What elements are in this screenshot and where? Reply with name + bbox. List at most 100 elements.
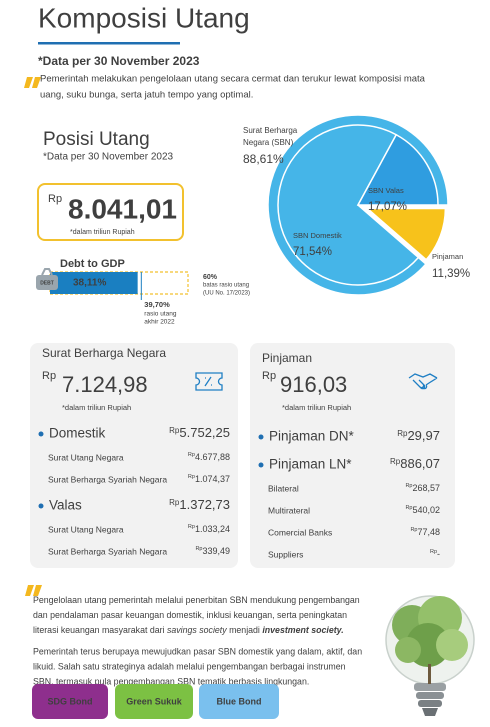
amount: 1.372,73: [179, 497, 230, 512]
paragraph-line: Pemerintah terus berupaya mewujudkan pas…: [33, 646, 362, 656]
text-run: Pengelolaan utang pemerintah melalui pen…: [33, 595, 360, 605]
quote-mark: [24, 77, 41, 88]
amount: 268,57: [412, 483, 440, 493]
slice-value: 17,07%: [368, 201, 407, 213]
slice-value: 11,39%: [432, 268, 470, 280]
previous-label: 39,70%: [144, 300, 170, 309]
item-name: Suppliers: [268, 549, 303, 559]
debt-icon-handle: [41, 268, 53, 276]
item-amount: Rp339,49: [195, 546, 230, 556]
item-amount: Rp540,02: [405, 505, 440, 515]
unit-note: *dalam triliun Rupiah: [70, 229, 135, 236]
group-amount: Rp29,97: [397, 428, 440, 443]
currency: Rp: [390, 457, 401, 466]
item-amount: Rp1.074,37: [188, 474, 230, 484]
debt-icon-text: DEBT: [40, 280, 54, 286]
amount: 1.033,24: [195, 524, 230, 534]
item-name: Bilateral: [268, 483, 299, 493]
text-run: dan pendalaman pasar keuangan domestik, …: [33, 610, 347, 620]
text-run: literasi keuangan masyarakat dari: [33, 625, 167, 635]
currency: Rp: [262, 370, 276, 382]
sbn-card: [30, 343, 238, 568]
currency: Rp: [405, 483, 412, 489]
ratio-bar: [50, 272, 138, 294]
item-name: Multirateral: [268, 505, 310, 515]
group-name: Pinjaman LN*: [269, 457, 352, 472]
card-title: Pinjaman: [262, 351, 312, 365]
amount: 339,49: [202, 546, 230, 556]
sbn-value: 88,61%: [243, 152, 284, 166]
tag-label: Green Sukuk: [126, 696, 183, 706]
card-amount: 916,03: [280, 372, 347, 397]
position-title: Posisi Utang: [43, 129, 150, 150]
tag-button[interactable]: [115, 684, 193, 719]
item-name: Comercial Banks: [268, 527, 332, 537]
slice-value: 71,54%: [293, 246, 332, 258]
bullet: [258, 434, 264, 440]
currency: Rp: [405, 505, 412, 511]
tag-label: Blue Bond: [217, 696, 262, 706]
amount: 886,07: [400, 456, 440, 471]
date-note: *Data per 30 November 2023: [38, 54, 200, 68]
ticket-icon: [195, 372, 223, 391]
bullet: [38, 431, 44, 437]
pie-slice: [277, 124, 420, 286]
pie-slice: [356, 133, 439, 206]
text-run: investment society.: [262, 625, 343, 635]
item-name: Surat Utang Negara: [48, 452, 124, 462]
slice-name: SBN Domestik: [293, 231, 342, 240]
slice-name: SBN Valas: [368, 186, 404, 195]
unit-note: *dalam triliun Rupiah: [62, 403, 131, 412]
currency: Rp: [188, 474, 195, 480]
limit-note: batas rasio utang: [203, 283, 249, 289]
currency: Rp: [397, 429, 408, 438]
group-name: Valas: [49, 498, 82, 513]
currency: Rp: [48, 193, 62, 205]
sbn-name: Negara (SBN): [243, 138, 294, 147]
title: Komposisi Utang: [38, 2, 250, 33]
bullet: [258, 462, 264, 468]
currency: Rp: [169, 498, 180, 507]
tag-button[interactable]: [199, 684, 279, 719]
item-amount: Rp268,57: [405, 483, 440, 493]
paragraph-line: dan pendalaman pasar keuangan domestik, …: [33, 610, 347, 620]
unit-note: *dalam triliun Rupiah: [282, 403, 351, 412]
amount: 5.752,25: [179, 425, 230, 440]
amount: 1.074,37: [195, 474, 230, 484]
ratio-label: 38,11%: [73, 278, 106, 289]
item-name: Surat Berharga Syariah Negara: [48, 546, 167, 556]
group-name: Domestik: [49, 426, 106, 441]
group-amount: Rp886,07: [390, 456, 440, 471]
card-title: Surat Berharga Negara: [42, 346, 166, 360]
position-date: *Data per 30 November 2023: [43, 152, 174, 163]
item-name: Surat Berharga Syariah Negara: [48, 474, 167, 484]
lightbulb-image: [385, 595, 475, 716]
paragraph-line: SBN, termasuk pula pengembangan SBN tema…: [33, 676, 309, 686]
amount: 77,48: [417, 527, 440, 537]
item-amount: Rp4.677,88: [188, 452, 230, 462]
intro-line: uang, suku bunga, serta jatuh tempo yang…: [40, 90, 253, 101]
debt-label: Debt to GDP: [60, 258, 125, 270]
group-amount: Rp1.372,73: [169, 497, 230, 512]
currency: Rp: [188, 452, 195, 458]
previous-note: akhir 2022: [144, 319, 175, 326]
amount-box: [37, 183, 184, 241]
pie-slice: [365, 207, 447, 261]
currency: Rp: [42, 370, 56, 382]
item-amount: Rp1.033,24: [188, 524, 230, 534]
item-name: Surat Utang Negara: [48, 524, 124, 534]
text-run: savings society: [167, 625, 227, 635]
currency: Rp: [195, 546, 202, 552]
currency: Rp: [169, 426, 180, 435]
bullet: [38, 503, 44, 509]
tag-button[interactable]: [32, 684, 108, 719]
item-amount: Rp77,48: [410, 527, 440, 537]
paragraph-line: likuid. Salah satu strateginya adalah me…: [33, 661, 346, 671]
amount: 29,97: [407, 428, 440, 443]
sbn-name: Surat Berharga: [243, 126, 298, 135]
group-amount: Rp5.752,25: [169, 425, 230, 440]
currency: Rp: [410, 527, 417, 533]
amount: 540,02: [412, 505, 440, 515]
